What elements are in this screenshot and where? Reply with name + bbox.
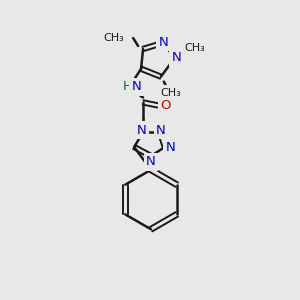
Text: N: N: [156, 124, 166, 137]
Text: CH₃: CH₃: [184, 43, 205, 53]
Text: N: N: [159, 35, 169, 49]
Text: N: N: [172, 51, 182, 64]
Text: H: H: [122, 80, 132, 93]
Text: N: N: [166, 140, 176, 154]
Text: N: N: [137, 124, 147, 137]
Text: N: N: [146, 155, 156, 168]
Text: CH₃: CH₃: [103, 33, 124, 43]
Text: O: O: [160, 99, 171, 112]
Text: CH₃: CH₃: [160, 88, 181, 98]
Text: N: N: [131, 80, 141, 93]
